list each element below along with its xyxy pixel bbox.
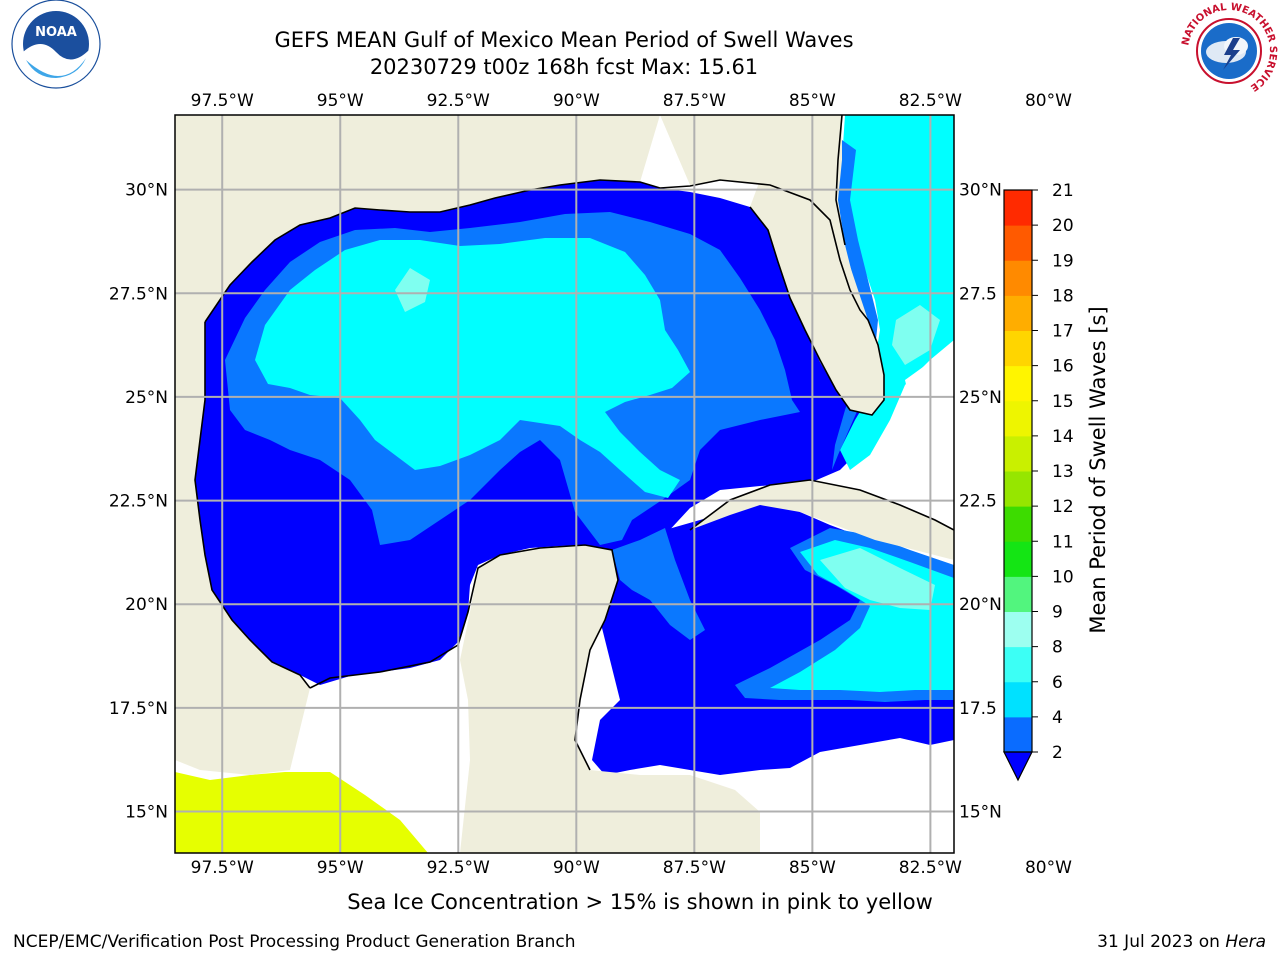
lat-label-left: 30°N	[125, 181, 168, 201]
lat-label-right: 22.5	[959, 492, 997, 512]
colorbar-tick-label: 2	[1052, 743, 1063, 763]
lat-label-left: 22.5°N	[109, 492, 168, 512]
colorbar-tick-label: 11	[1052, 532, 1074, 552]
lon-label-top: 92.5°W	[427, 91, 490, 111]
colorbar-segment	[1004, 435, 1032, 472]
colorbar-tick-label: 20	[1052, 216, 1074, 236]
colorbar-segment	[1004, 541, 1032, 577]
colorbar-extend-arrow	[1003, 751, 1033, 782]
swell-region-atlantic-4-6s	[832, 140, 878, 470]
lon-label-bottom: 87.5°W	[663, 858, 726, 878]
lat-label-left: 25°N	[125, 388, 168, 408]
colorbar-segment	[1004, 365, 1032, 402]
colorbar-tick-label: 21	[1052, 181, 1074, 201]
swell-region-caribbean-8-9s	[820, 548, 935, 610]
colorbar-segment	[1004, 506, 1032, 542]
lon-label-top: 80°W	[1025, 91, 1072, 111]
coastline	[194, 115, 954, 771]
colorbar-segment	[1004, 260, 1032, 296]
colorbar-tick-label: 13	[1052, 462, 1074, 482]
colorbar-tick-label: 10	[1052, 567, 1074, 587]
lon-label-top: 90°W	[553, 91, 600, 111]
colorbar-tick-label: 6	[1052, 673, 1063, 693]
colorbar-segment	[1004, 190, 1032, 226]
colorbar-segment	[1004, 471, 1032, 507]
colorbar-tick-label: 19	[1052, 251, 1074, 271]
date-text: 31 Jul 2023 on Hera	[1097, 932, 1266, 952]
lat-label-left: 27.5°N	[109, 284, 168, 304]
lon-label-top: 97.5°W	[191, 91, 254, 111]
lat-label-right: 30°N	[959, 181, 1002, 201]
swell-region-caribbean-4-6s	[612, 528, 705, 640]
lat-label-left: 15°N	[125, 803, 168, 823]
map-gridlines	[175, 115, 954, 853]
lat-label-right: 17.5	[959, 699, 997, 719]
lon-label-bottom: 97.5°W	[191, 858, 254, 878]
colorbar-tick-label: 17	[1052, 322, 1074, 342]
lat-label-right: 25°N	[959, 388, 1002, 408]
lon-label-bottom: 92.5°W	[427, 858, 490, 878]
map-subtitle: 20230729 t00z 168h fcst Max: 15.61	[369, 55, 759, 79]
map-title: GEFS MEAN Gulf of Mexico Mean Period of …	[274, 28, 854, 52]
noaa-logo-text: NOAA	[35, 25, 77, 40]
lat-label-right: 27.5	[959, 284, 997, 304]
colorbar-segment	[1004, 295, 1032, 331]
lat-label-right: 20°N	[959, 595, 1002, 615]
colorbar-tick-label: 15	[1052, 392, 1074, 412]
colorbar-label: Mean Period of Swell Waves [s]	[1086, 306, 1110, 633]
colorbar-tick-label: 14	[1052, 427, 1074, 447]
lon-label-bottom: 95°W	[317, 858, 364, 878]
lon-label-top: 82.5°W	[899, 91, 962, 111]
colorbar: 2 4 6 8 9 10 11 12 13 14 15 16 17 18 19 20 21	[1003, 181, 1074, 782]
colorbar-segment	[1004, 225, 1032, 261]
colorbar-tick-label: 4	[1052, 708, 1063, 728]
date-prefix: 31 Jul 2023 on	[1097, 932, 1226, 952]
map-frame	[174, 114, 955, 854]
colorbar-tick-label: 9	[1052, 603, 1063, 623]
colorbar-tick-label: 18	[1052, 286, 1074, 306]
lon-label-top: 95°W	[317, 91, 364, 111]
map-axis-labels: 97.5°W 97.5°W 95°W 95°W 92.5°W 92.5°W 90°W 90°W…	[109, 91, 1072, 878]
lon-label-bottom: 85°W	[789, 858, 836, 878]
colorbar-tick-label: 16	[1052, 357, 1074, 377]
lon-label-top: 87.5°W	[663, 91, 726, 111]
swell-region-6-8s	[255, 238, 690, 498]
swell-region-atlantic-8-9s	[892, 305, 940, 365]
lat-label-right: 15°N	[959, 803, 1002, 823]
colorbar-tick-label: 8	[1052, 638, 1063, 658]
land-masses	[175, 115, 954, 853]
lat-label-left: 20°N	[125, 595, 168, 615]
colorbar-segment	[1004, 576, 1032, 612]
colorbar-segment	[1004, 611, 1032, 648]
lon-label-bottom: 82.5°W	[899, 858, 962, 878]
colorbar-segment	[1004, 646, 1032, 683]
lon-label-bottom: 80°W	[1025, 858, 1072, 878]
lon-label-bottom: 90°W	[553, 858, 600, 878]
colorbar-segment	[1004, 681, 1032, 718]
nws-logo: NATIONAL WEATHER SERVICE	[1180, 2, 1278, 99]
colorbar-segment	[1004, 330, 1032, 367]
map-plot-area	[175, 115, 954, 853]
colorbar-segment	[1004, 400, 1032, 437]
noaa-logo: NOAA	[11, 0, 101, 89]
lon-label-top: 85°W	[789, 91, 836, 111]
date-host: Hera	[1225, 932, 1266, 952]
colorbar-segment	[1004, 716, 1032, 753]
credit-text: NCEP/EMC/Verification Post Processing Pr…	[13, 932, 576, 952]
lat-label-left: 17.5°N	[109, 699, 168, 719]
swell-region-8-9s-gulf	[395, 268, 430, 312]
sea-ice-note: Sea Ice Concentration > 15% is shown in …	[347, 890, 933, 914]
colorbar-tick-label: 12	[1052, 497, 1074, 517]
